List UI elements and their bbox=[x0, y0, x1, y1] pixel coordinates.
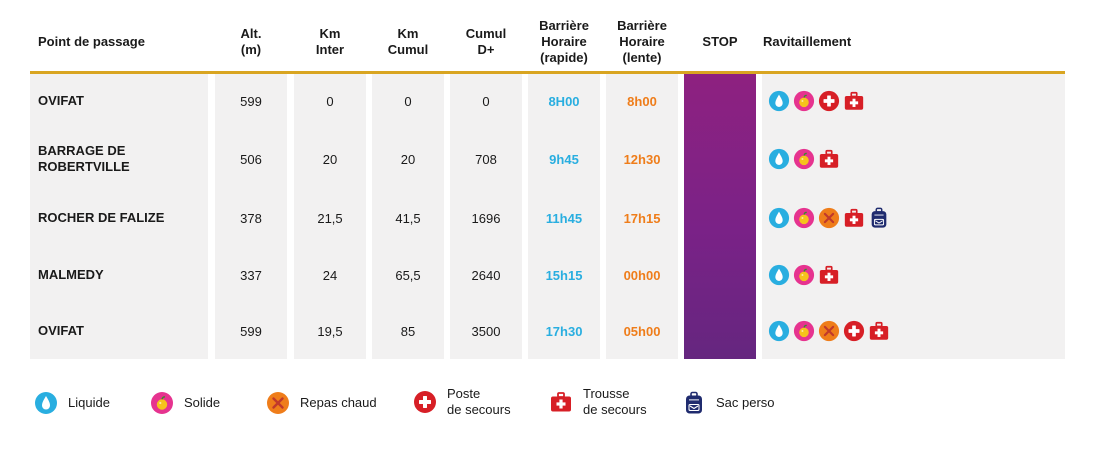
row-3-km-inter: 21,5 bbox=[317, 210, 343, 226]
legend-liquide: Liquide bbox=[34, 391, 110, 415]
repas-chaud-icon bbox=[818, 207, 840, 229]
column-bg-km-inter bbox=[294, 74, 366, 359]
column-bg-lente bbox=[606, 74, 678, 359]
row-4-km-cumul: 65,5 bbox=[395, 267, 421, 283]
column-bg-cumul-d bbox=[450, 74, 522, 359]
liquide-icon bbox=[768, 207, 790, 229]
row-2-barriere-rapide: 9h45 bbox=[549, 151, 579, 167]
header-point-de-passage: Point de passage bbox=[38, 34, 145, 49]
trousse-de-secours-icon bbox=[818, 264, 840, 286]
sac-perso-icon bbox=[868, 207, 890, 229]
row-1-km-cumul: 0 bbox=[404, 93, 412, 109]
column-bg-rapide bbox=[528, 74, 600, 359]
trousse-de-secours-icon bbox=[868, 320, 890, 342]
row-4-cumul-d: 2640 bbox=[471, 267, 501, 283]
row-4-name: MALMEDY bbox=[38, 267, 104, 282]
header-altitude: Alt. (m) bbox=[240, 26, 262, 57]
row-2-name: BARRAGE DE ROBERTVILLE bbox=[38, 143, 130, 174]
row-3-barriere-lente: 17h15 bbox=[623, 210, 661, 226]
row-3-cumul-d: 1696 bbox=[471, 210, 501, 226]
solide-icon bbox=[793, 148, 815, 170]
header-barriere-rapide: Barrière Horaire (rapide) bbox=[539, 18, 589, 65]
liquide-icon bbox=[34, 391, 58, 415]
column-bg-alt bbox=[215, 74, 287, 359]
row-3-ravitaillement bbox=[768, 206, 890, 230]
sac-perso-icon bbox=[682, 391, 706, 415]
legend-repas-chaud-label: Repas chaud bbox=[300, 395, 377, 410]
liquide-icon bbox=[768, 264, 790, 286]
row-3-alt: 378 bbox=[240, 210, 262, 226]
solide-icon bbox=[793, 320, 815, 342]
trousse-de-secours-icon bbox=[818, 148, 840, 170]
header-stop: STOP bbox=[702, 34, 738, 49]
row-1-ravitaillement bbox=[768, 89, 865, 113]
row-2-km-cumul: 20 bbox=[400, 151, 416, 167]
row-5-alt: 599 bbox=[240, 323, 262, 339]
trousse-de-secours-icon bbox=[843, 90, 865, 112]
row-1-cumul-d: 0 bbox=[482, 93, 490, 109]
solide-icon bbox=[793, 207, 815, 229]
legend-trousse-de-secours-label: Trousse de secours bbox=[583, 386, 647, 417]
row-2-ravitaillement bbox=[768, 147, 840, 171]
legend-poste-de-secours: Poste de secours bbox=[413, 386, 511, 418]
liquide-icon bbox=[768, 148, 790, 170]
liquide-icon bbox=[768, 90, 790, 112]
legend-repas-chaud: Repas chaud bbox=[266, 391, 377, 415]
row-2-km-inter: 20 bbox=[322, 151, 338, 167]
row-1-name: OVIFAT bbox=[38, 93, 84, 108]
row-1-alt: 599 bbox=[240, 93, 262, 109]
row-5-barriere-rapide: 17h30 bbox=[545, 323, 583, 339]
row-5-km-cumul: 85 bbox=[400, 323, 416, 339]
header-barriere-lente: Barrière Horaire (lente) bbox=[617, 18, 667, 65]
poste-de-secours-icon bbox=[413, 390, 437, 414]
row-2-barriere-lente: 12h30 bbox=[623, 151, 661, 167]
legend-sac-perso-label: Sac perso bbox=[716, 395, 775, 410]
repas-chaud-icon bbox=[818, 320, 840, 342]
row-1-km-inter: 0 bbox=[326, 93, 334, 109]
solide-icon bbox=[793, 90, 815, 112]
legend-liquide-label: Liquide bbox=[68, 395, 110, 410]
stop-column bbox=[684, 74, 756, 359]
liquide-icon bbox=[768, 320, 790, 342]
header-ravitaillement: Ravitaillement bbox=[763, 34, 852, 49]
legend-trousse-de-secours: Trousse de secours bbox=[549, 386, 647, 418]
row-4-barriere-rapide: 15h15 bbox=[545, 267, 583, 283]
row-5-cumul-d: 3500 bbox=[471, 323, 501, 339]
row-5-km-inter: 19,5 bbox=[317, 323, 343, 339]
row-4-barriere-lente: 00h00 bbox=[623, 267, 661, 283]
row-3-km-cumul: 41,5 bbox=[395, 210, 421, 226]
row-5-name: OVIFAT bbox=[38, 323, 84, 338]
poste-de-secours-icon bbox=[818, 90, 840, 112]
row-4-ravitaillement bbox=[768, 263, 840, 287]
header-km-cumul: Km Cumul bbox=[387, 26, 429, 57]
column-bg-point bbox=[30, 74, 208, 359]
solide-icon bbox=[150, 391, 174, 415]
trousse-de-secours-icon bbox=[549, 390, 573, 414]
column-bg-km-cumul bbox=[372, 74, 444, 359]
row-5-ravitaillement bbox=[768, 319, 890, 343]
row-2-cumul-d: 708 bbox=[475, 151, 497, 167]
row-3-barriere-rapide: 11h45 bbox=[545, 210, 583, 226]
header-divider bbox=[30, 71, 1065, 74]
row-2-alt: 506 bbox=[240, 151, 262, 167]
legend-poste-de-secours-label: Poste de secours bbox=[447, 386, 511, 417]
row-3-name: ROCHER DE FALIZE bbox=[38, 210, 165, 225]
row-4-km-inter: 24 bbox=[322, 267, 338, 283]
row-1-barriere-rapide: 8H00 bbox=[548, 93, 580, 109]
legend-solide-label: Solide bbox=[184, 395, 221, 410]
row-5-barriere-lente: 05h00 bbox=[623, 323, 661, 339]
legend-solide: Solide bbox=[150, 391, 220, 415]
trousse-de-secours-icon bbox=[843, 207, 865, 229]
header-km-inter: Km Inter bbox=[315, 26, 345, 57]
repas-chaud-icon bbox=[266, 391, 290, 415]
row-1-barriere-lente: 8h00 bbox=[627, 93, 657, 109]
row-4-alt: 337 bbox=[240, 267, 262, 283]
poste-de-secours-icon bbox=[843, 320, 865, 342]
solide-icon bbox=[793, 264, 815, 286]
legend-sac-perso: Sac perso bbox=[682, 391, 775, 415]
header-cumul-d: Cumul D+ bbox=[465, 26, 507, 57]
